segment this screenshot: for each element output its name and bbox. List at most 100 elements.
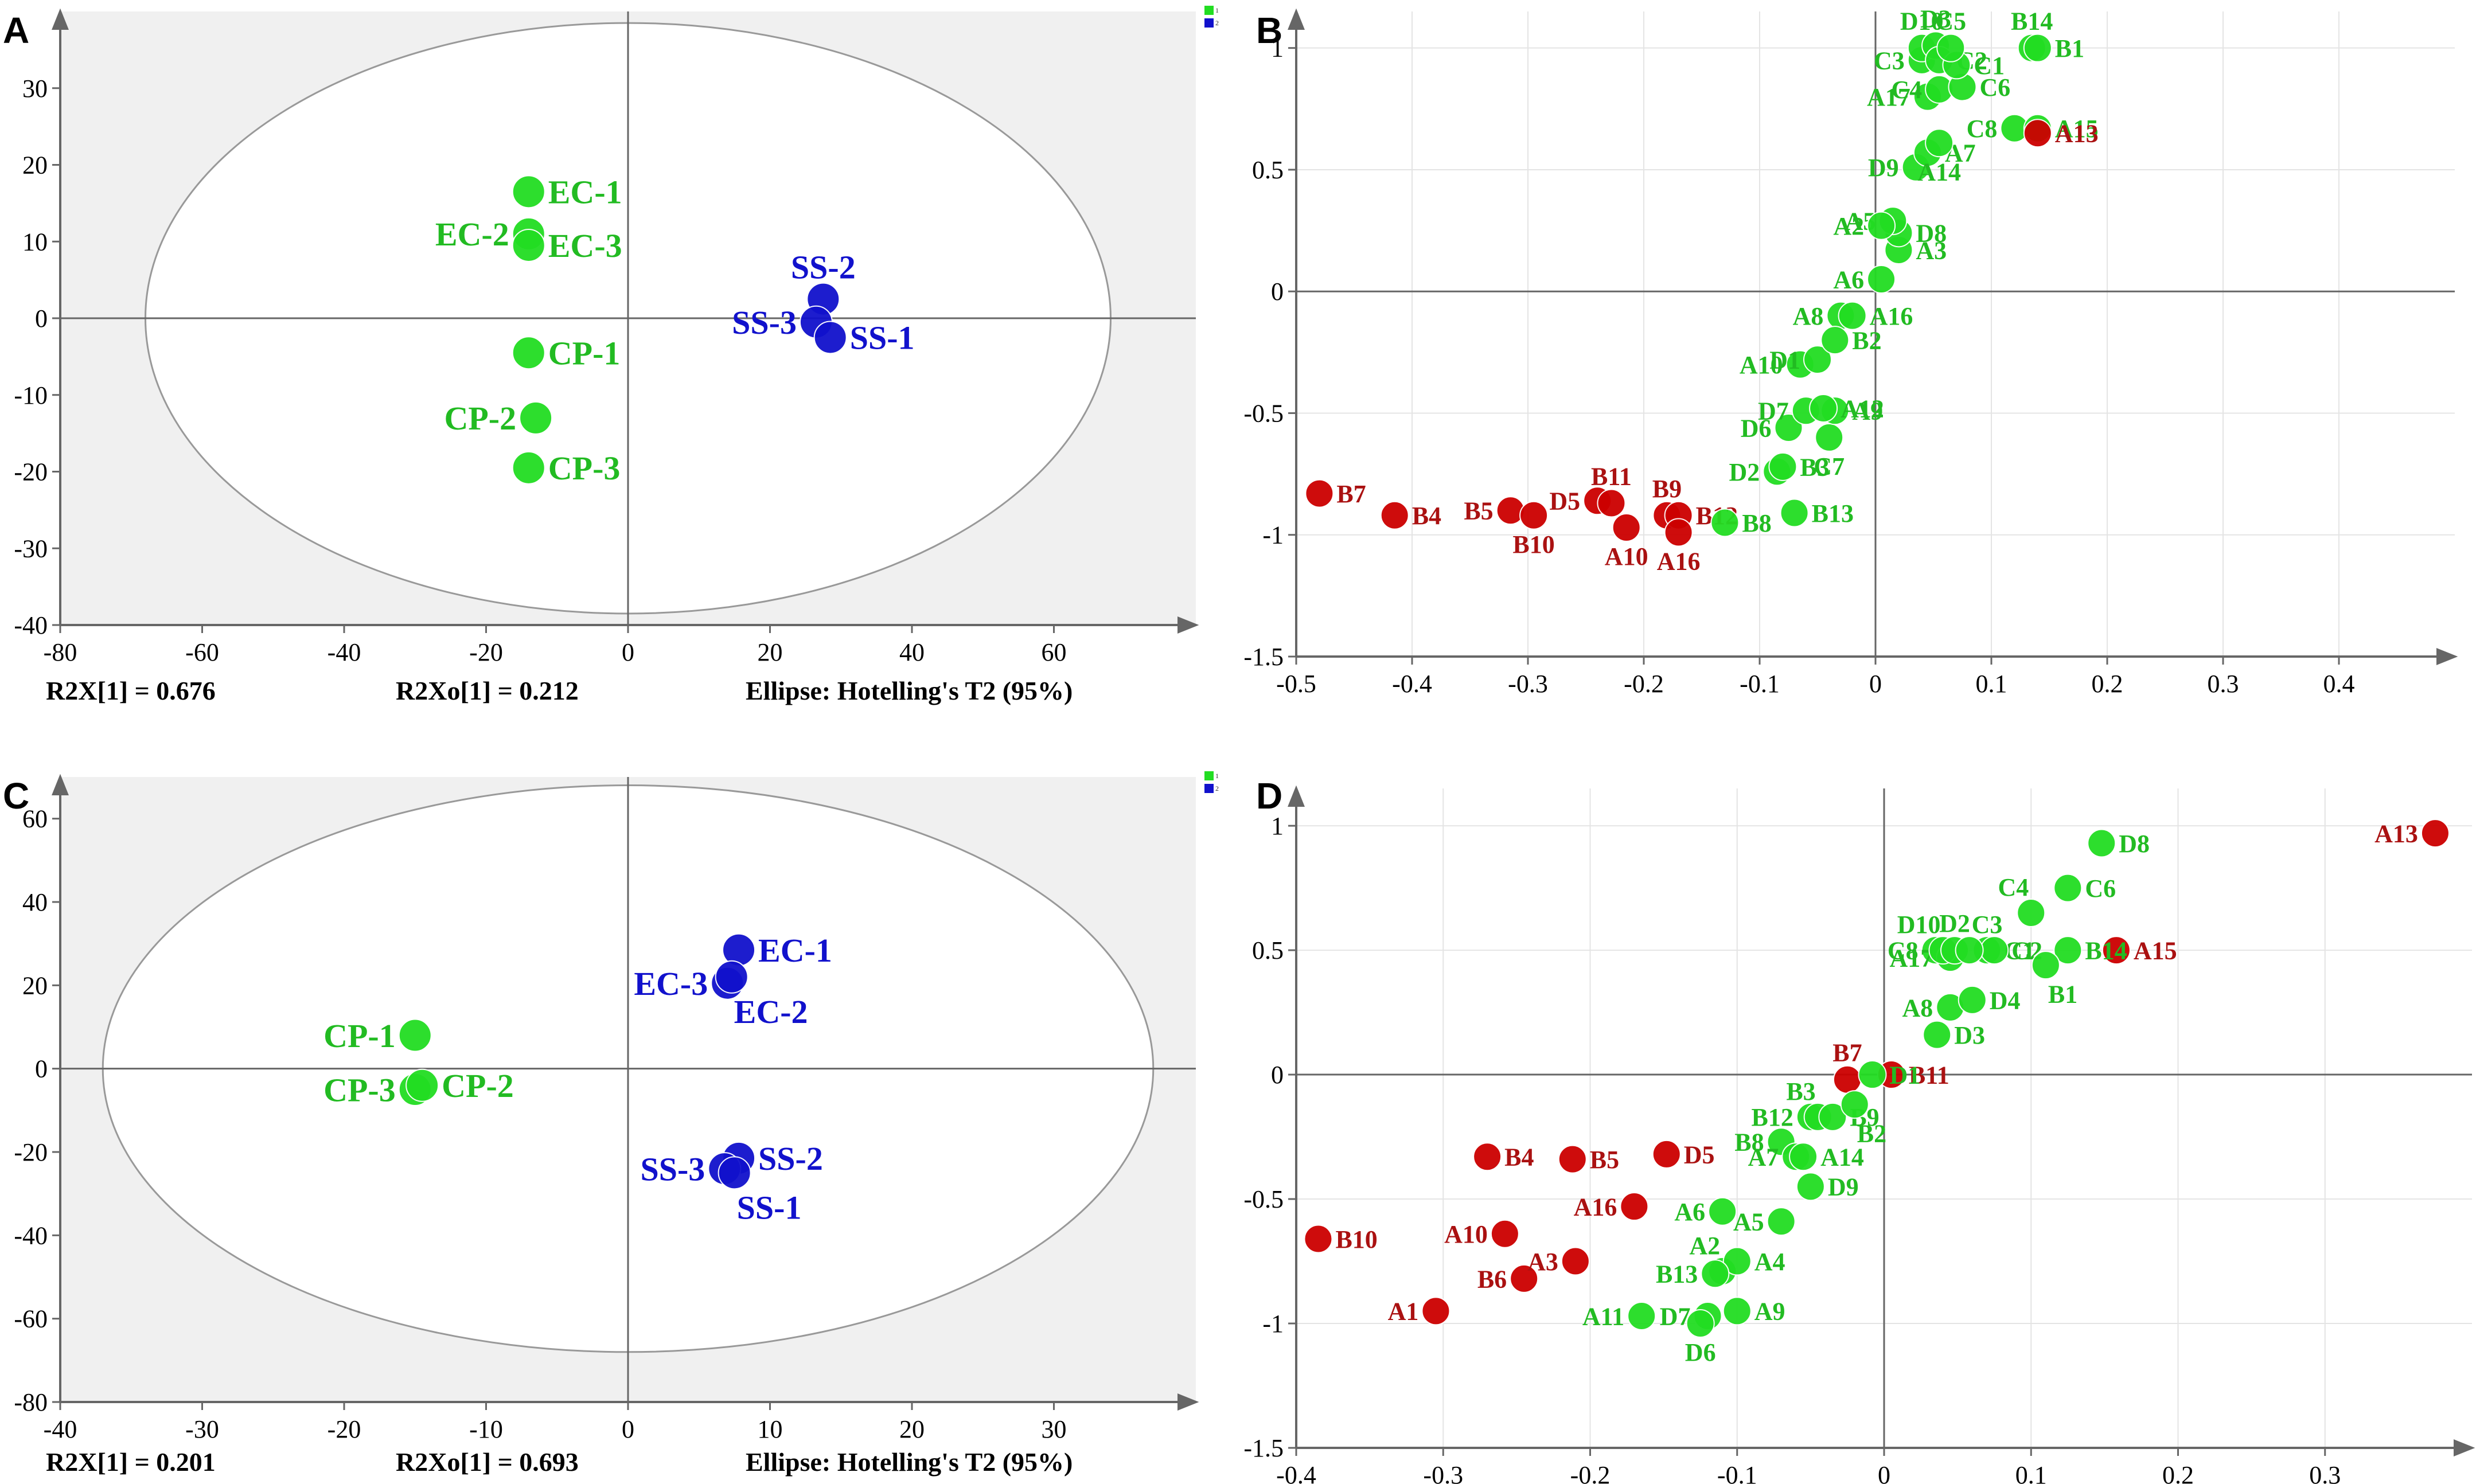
legend-swatch-1 [1204,6,1214,15]
data-label: SS-3 [732,304,797,341]
data-label: D5 [1684,1141,1715,1169]
x-tick-label: 0.2 [2092,670,2123,698]
data-label: A15 [2055,115,2099,143]
y-tick-label: 0 [35,304,48,333]
y-tick-label: -1.5 [1243,1434,1284,1462]
data-point [512,336,545,370]
data-label: C8 [1888,936,1919,964]
data-label: B2 [1852,327,1881,355]
data-point [1780,498,1809,528]
data-label: D5 [1549,487,1580,516]
x-tick-label: -0.2 [1570,1461,1611,1484]
data-label: C3 [1972,911,2003,939]
data-label: CP-2 [442,1067,514,1104]
y-tick-label: 20 [22,971,48,999]
data-point [2017,898,2046,927]
x-tick-label: -0.4 [1392,670,1432,698]
x-tick-label: 0.1 [1976,670,2007,698]
data-label: B4 [1412,502,1441,530]
data-label: A9 [1754,1298,1785,1326]
data-label: A10 [1444,1220,1488,1248]
data-point [1722,1247,1752,1276]
data-label: A14 [1820,1143,1864,1171]
data-label: C8 [1967,115,1998,143]
data-point [1620,1192,1649,1221]
data-label: B8 [1734,1128,1764,1157]
y-tick-label: 0 [35,1055,48,1083]
data-label: SS-2 [758,1140,823,1177]
y-tick-label: -0.5 [1243,1185,1284,1213]
data-label: B13 [1656,1260,1698,1288]
data-point [1710,508,1740,537]
panel-letter: A [3,10,29,51]
y-tick-label: 20 [22,151,48,179]
data-label: D10 [1900,7,1944,36]
x-tick-label: -0.2 [1624,670,1664,698]
x-tick-label: 0 [1869,670,1882,698]
data-point [1858,1060,1887,1089]
data-point [2087,829,2116,858]
panel-c: C 12-40 -30 -20 -10 0 10 20 30-80-60-40-20020406… [3,771,1219,1477]
data-label: C6 [1980,73,2011,101]
data-label: D3 [1954,1021,1985,1049]
data-label: A14 [1917,158,1961,186]
data-point [1612,513,1641,542]
data-point [1820,326,1850,355]
data-label: SS-2 [791,249,856,286]
x-tick-label: -30 [185,1415,219,1443]
points: CP-1 CP-3 CP-2 EC-1 EC-3 EC-2 SS-2 SS-3 SS-1 [323,932,832,1227]
data-point [1958,985,1987,1014]
legend-swatch-1 [1204,771,1214,780]
x-tick-label: -0.5 [1276,670,1316,698]
data-point [1867,211,1896,240]
y-tick-label: -10 [14,381,48,409]
x-tick-label: 0.4 [2323,670,2355,698]
data-point [1936,33,1966,63]
data-label: A6 [1674,1198,1705,1226]
footer-caption: Ellipse: Hotelling's T2 (95%) [746,1447,1073,1477]
legend-swatch-2 [1204,18,1214,28]
x-tick-label: 60 [1042,638,1067,666]
data-label: A12 [1841,395,1884,423]
y-tick-label: 40 [22,888,48,916]
data-point [1510,1264,1539,1293]
data-label: EC-1 [548,174,622,211]
y-tick-label: 0.5 [1252,156,1284,184]
data-label: A13 [2374,820,2418,848]
data-label: C5 [1935,7,1966,36]
data-label: B1 [2048,980,2077,1008]
data-label: CP-3 [548,450,621,487]
data-point [1789,1142,1818,1171]
data-point [1304,1224,1333,1253]
data-point [2023,33,2052,63]
x-tick-label: -0.3 [1508,670,1548,698]
legend: 12 [1204,771,1219,793]
data-point [1305,479,1334,508]
data-label: A10 [1605,542,1648,571]
data-label: B6 [1477,1265,1507,1293]
x-tick-label: -0.3 [1423,1461,1463,1484]
data-point [1519,501,1549,530]
y-tick-label: -60 [14,1305,48,1333]
data-point [1722,1296,1752,1326]
data-label: B14 [2085,936,2127,964]
data-point [1815,423,1844,452]
y-tick-label: 10 [22,228,48,256]
data-label: SS-1 [737,1189,802,1227]
y-tick-label: -80 [14,1388,48,1416]
data-label: B10 [1335,1225,1377,1253]
x-tick-label: 0 [622,1415,634,1443]
data-point [1925,128,1954,158]
data-point [2023,119,2052,148]
y-tick-label: -1 [1262,521,1284,549]
data-label: D2 [1729,458,1760,486]
data-label: A15 [2134,936,2177,964]
x-tick-label: 0.1 [2015,1461,2047,1484]
footer-caption: R2Xo[1] = 0.212 [396,676,579,705]
x-tick-label: -40 [44,1415,77,1443]
data-label: A16 [1870,302,1913,330]
data-label: D3 [1920,5,1951,33]
legend-swatch-2 [1204,784,1214,793]
data-point [1561,1247,1590,1276]
panel-a: A 12-80 -60 -40 -20 0 20 40 60-40-30-20-10010203… [3,6,1219,705]
